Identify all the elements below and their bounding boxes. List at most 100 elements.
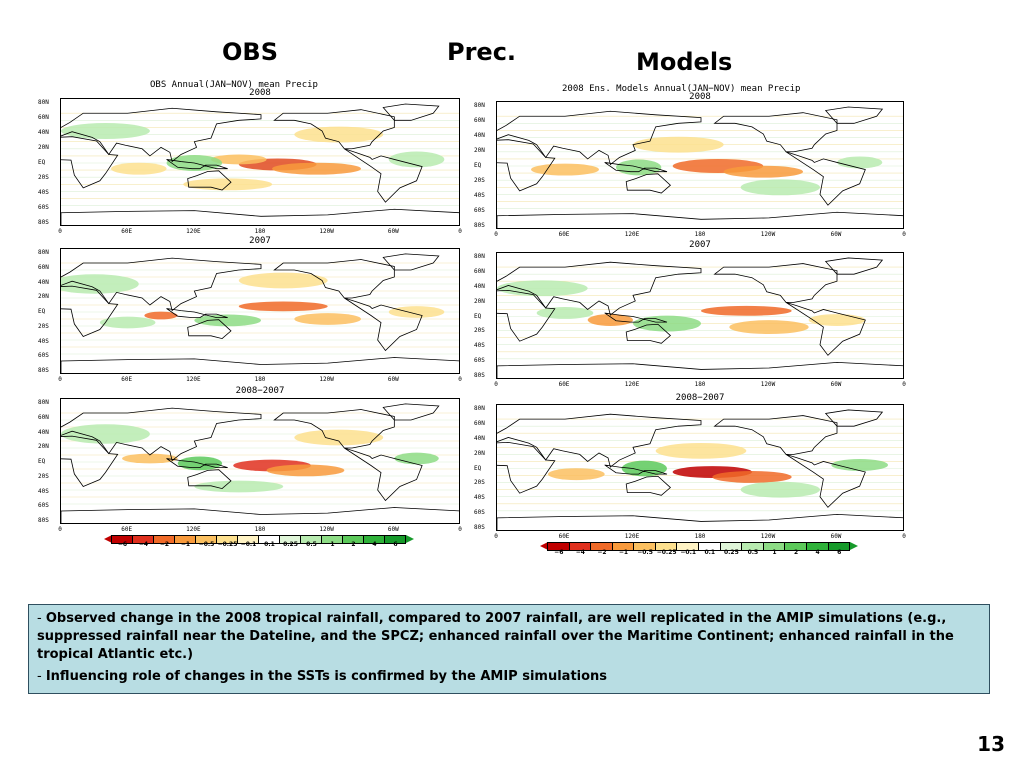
coastline — [785, 302, 866, 356]
precip-anomaly-blob — [194, 314, 261, 327]
colorbar-tick-label: 2 — [351, 541, 356, 548]
coastline — [187, 319, 232, 340]
lat-label: 80S — [474, 372, 485, 379]
coastline — [713, 112, 838, 153]
lon-label: 0 — [902, 381, 906, 388]
coastline — [61, 136, 119, 189]
lat-label: 20N — [38, 293, 49, 301]
lat-label: 20N — [474, 147, 485, 154]
precip-anomaly-blob — [531, 163, 599, 176]
lat-label: 80N — [38, 399, 49, 406]
lat-label: 80N — [474, 405, 485, 412]
lon-label: 60W — [830, 381, 842, 388]
lat-label: 60S — [38, 352, 49, 360]
lon-label: 0 — [902, 533, 906, 540]
lat-label: EQ — [38, 458, 46, 465]
lat-label: 20S — [474, 479, 485, 487]
lat-label: 20N — [38, 144, 49, 151]
lon-label: 180 — [254, 376, 266, 383]
coastline — [497, 413, 702, 468]
lat-label: 40N — [38, 278, 49, 286]
precip-anomaly-blob — [61, 123, 150, 139]
prec-heading: Prec. — [447, 38, 517, 66]
lat-label: 60N — [38, 263, 49, 271]
obs-colorbar — [104, 535, 414, 544]
coastline — [497, 139, 556, 192]
coastline — [824, 106, 884, 124]
coastline — [187, 469, 232, 490]
precip-anomaly-blob — [587, 314, 633, 326]
coastline — [824, 257, 884, 275]
models-map-2007 — [496, 252, 904, 379]
models-panel-title-2007: 2007 — [689, 240, 711, 250]
lon-label: 0 — [458, 376, 462, 383]
colorbar-tick-label: 0.1 — [704, 549, 716, 556]
colorbar-tick-label: 2 — [793, 549, 799, 556]
lat-label: 60S — [38, 502, 49, 510]
coastline — [497, 441, 556, 494]
precip-anomaly-blob — [536, 307, 594, 319]
lat-label: 40S — [38, 487, 49, 495]
note-1-dash: - — [37, 611, 42, 626]
lat-label: 40S — [474, 192, 485, 199]
lon-label: 60E — [121, 376, 133, 383]
precip-anomaly-blob — [740, 481, 820, 498]
colorbar-tick-label: −6 — [554, 549, 564, 556]
lon-label: 60W — [387, 376, 399, 383]
coastline — [61, 257, 262, 312]
lon-label: 60W — [387, 228, 399, 235]
lat-label: 60N — [38, 114, 49, 121]
precip-anomaly-blob — [548, 468, 605, 481]
colorbar-tick-label: 1 — [772, 549, 777, 556]
lon-label: 0 — [458, 526, 462, 533]
coastline — [61, 107, 262, 163]
models-colorbar — [540, 542, 859, 551]
lon-label: 0 — [58, 526, 62, 533]
models-map-2008 — [496, 101, 904, 229]
colorbar-tick-label: 1 — [330, 541, 335, 548]
lat-label: 80S — [38, 367, 49, 374]
obs-map-2008 — [60, 98, 460, 226]
coastline — [785, 151, 866, 206]
colorbar-tick-label: −1 — [180, 541, 191, 548]
lat-label: EQ — [474, 464, 482, 472]
precip-anomaly-blob — [266, 464, 345, 477]
precip-anomaly-blob — [621, 460, 667, 477]
lat-label: 40S — [474, 494, 485, 502]
lon-label: 0 — [902, 231, 906, 238]
colorbar-tick-label: −4 — [138, 541, 149, 548]
colorbar-tick-label: 4 — [815, 549, 820, 556]
note-1-text: Observed change in the 2008 tropical rai… — [37, 611, 954, 662]
precip-anomaly-blob — [99, 316, 156, 329]
precip-anomaly-blob — [61, 424, 150, 444]
colorbar-tick-label: −1 — [618, 549, 629, 556]
colorbar-tick-label: −2 — [159, 541, 170, 548]
coastline — [61, 435, 119, 487]
colorbar-tick-label: 0.5 — [306, 541, 317, 548]
colorbar-swatch — [827, 542, 851, 551]
colorbar-tick-label: −0.25 — [217, 541, 238, 548]
lat-label: 20S — [38, 322, 49, 330]
lat-label: 80S — [474, 222, 485, 229]
precip-anomaly-blob — [633, 136, 724, 153]
coastline — [187, 170, 232, 191]
obs-panel-title-diff: 2008−2007 — [235, 386, 285, 396]
lon-label: 120E — [186, 526, 201, 533]
precip-anomaly-blob — [394, 452, 439, 465]
coastline — [61, 285, 119, 337]
lat-label: 20N — [38, 443, 49, 451]
coastline — [713, 263, 838, 303]
lat-label: 40N — [474, 132, 485, 139]
colorbar-tick-label: −0.5 — [637, 549, 653, 556]
colorbar-tick-label: 0.25 — [283, 541, 298, 548]
lat-label: 80S — [38, 219, 49, 226]
page-number: 13 — [977, 732, 1005, 756]
colorbar-tick-label: 6 — [393, 541, 398, 548]
lat-label: EQ — [474, 162, 482, 169]
lat-label: 40N — [474, 282, 485, 290]
coastline — [344, 447, 423, 502]
obs-panel-title-2008: 2008 — [249, 88, 271, 98]
coastline — [497, 261, 702, 316]
colorbar-tick-label: 0.5 — [747, 549, 759, 556]
lat-label: 60N — [474, 117, 485, 124]
